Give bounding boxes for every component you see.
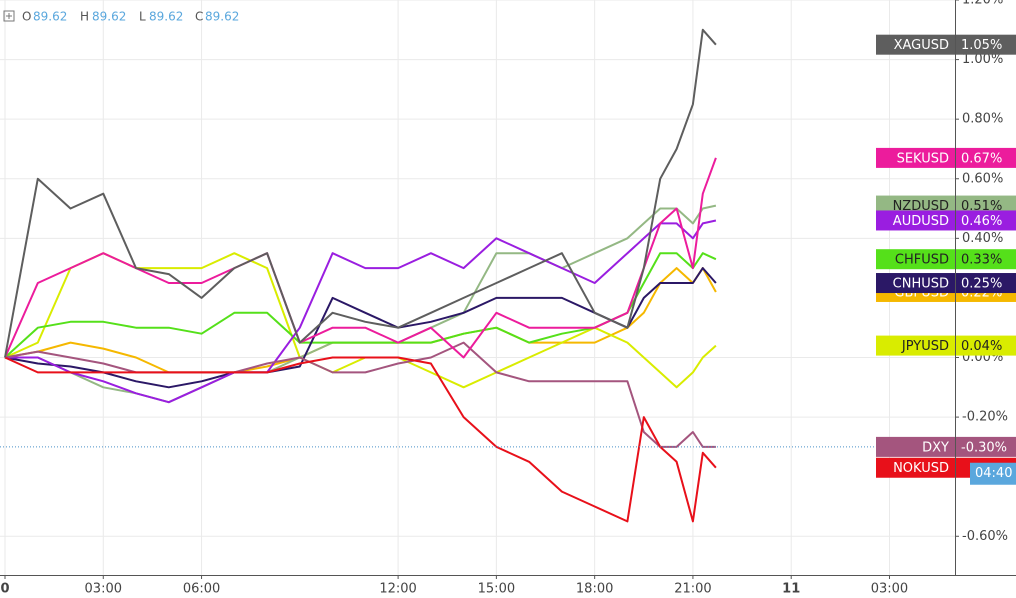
value-box [956,147,1016,168]
series-name: AUDUSD [893,214,949,229]
value-box [956,210,1016,231]
series-name: DXY [922,440,949,455]
countdown: 04:40 [975,466,1012,481]
countdown-box [970,462,1016,485]
series-line [5,219,717,404]
value-label: 0.25% [961,277,1002,292]
x-tick-label: 11 [782,582,800,597]
tag-box [876,249,955,270]
series-name: JPYUSD [901,339,949,354]
series-line [4,267,717,389]
value-label: 0.67% [961,151,1002,166]
series-name: XAGUSD [894,38,949,53]
series-name: CHFUSD [895,253,949,268]
x-tick-label: 0 [0,582,9,597]
y-tick-label: 0.40% [962,231,1003,246]
value-label: 0.04% [961,339,1002,354]
series-line [4,28,717,358]
low-label: L [139,10,146,24]
series-line [4,252,717,359]
x-tick-label: 21:00 [674,582,711,597]
y-tick-label: 1.20% [962,0,1003,8]
low-value: 89.62 [149,10,183,24]
high-label: H [80,10,89,24]
series-name: CNHUSD [893,277,949,292]
value-box [956,335,1016,356]
value-box [956,249,1016,270]
lines [4,28,717,523]
close-label: C [195,10,203,24]
open-value: 89.62 [33,10,67,24]
series-line [4,157,717,359]
value-box [956,34,1016,55]
series-name: NOKUSD [893,461,949,476]
tag-box [876,273,955,294]
y-tick-label: 0.80% [962,112,1003,127]
close-value: 89.62 [205,10,239,24]
value-label: 1.05% [961,38,1002,53]
tag-box [876,147,955,168]
series-name: SEKUSD [897,151,949,166]
tag-box [876,335,955,356]
value-box [956,273,1016,294]
series-line [4,356,717,523]
value-label: -0.30% [961,440,1007,455]
high-value: 89.62 [92,10,126,24]
x-tick-label: 03:00 [85,582,122,597]
expand-icon[interactable] [3,10,15,22]
x-tick-label: 03:00 [871,582,908,597]
x-tick-label: 06:00 [183,582,220,597]
open-label: O [22,10,31,24]
tags: GBPUSD0.22%JPYUSD0.04%NZDUSD0.51%CHFUSD0… [0,34,1016,485]
value-label: 0.51% [961,199,1002,214]
x-tick-label: 12:00 [379,582,416,597]
y-tick-label: -0.20% [962,410,1008,425]
tag-box [876,210,955,231]
value-label: 0.46% [961,214,1002,229]
tag-box [876,457,955,478]
series-name: NZDUSD [893,199,949,214]
tag-box [876,436,955,457]
y-tick-label: 1.00% [962,52,1003,67]
y-tick-label: 0.60% [962,171,1003,186]
x-tick-label: 18:00 [576,582,613,597]
y-tick-label: -0.60% [962,529,1008,544]
value-label: 0.33% [961,253,1002,268]
value-box [956,436,1016,457]
x-tick-label: 15:00 [478,582,515,597]
tag-box [876,34,955,55]
